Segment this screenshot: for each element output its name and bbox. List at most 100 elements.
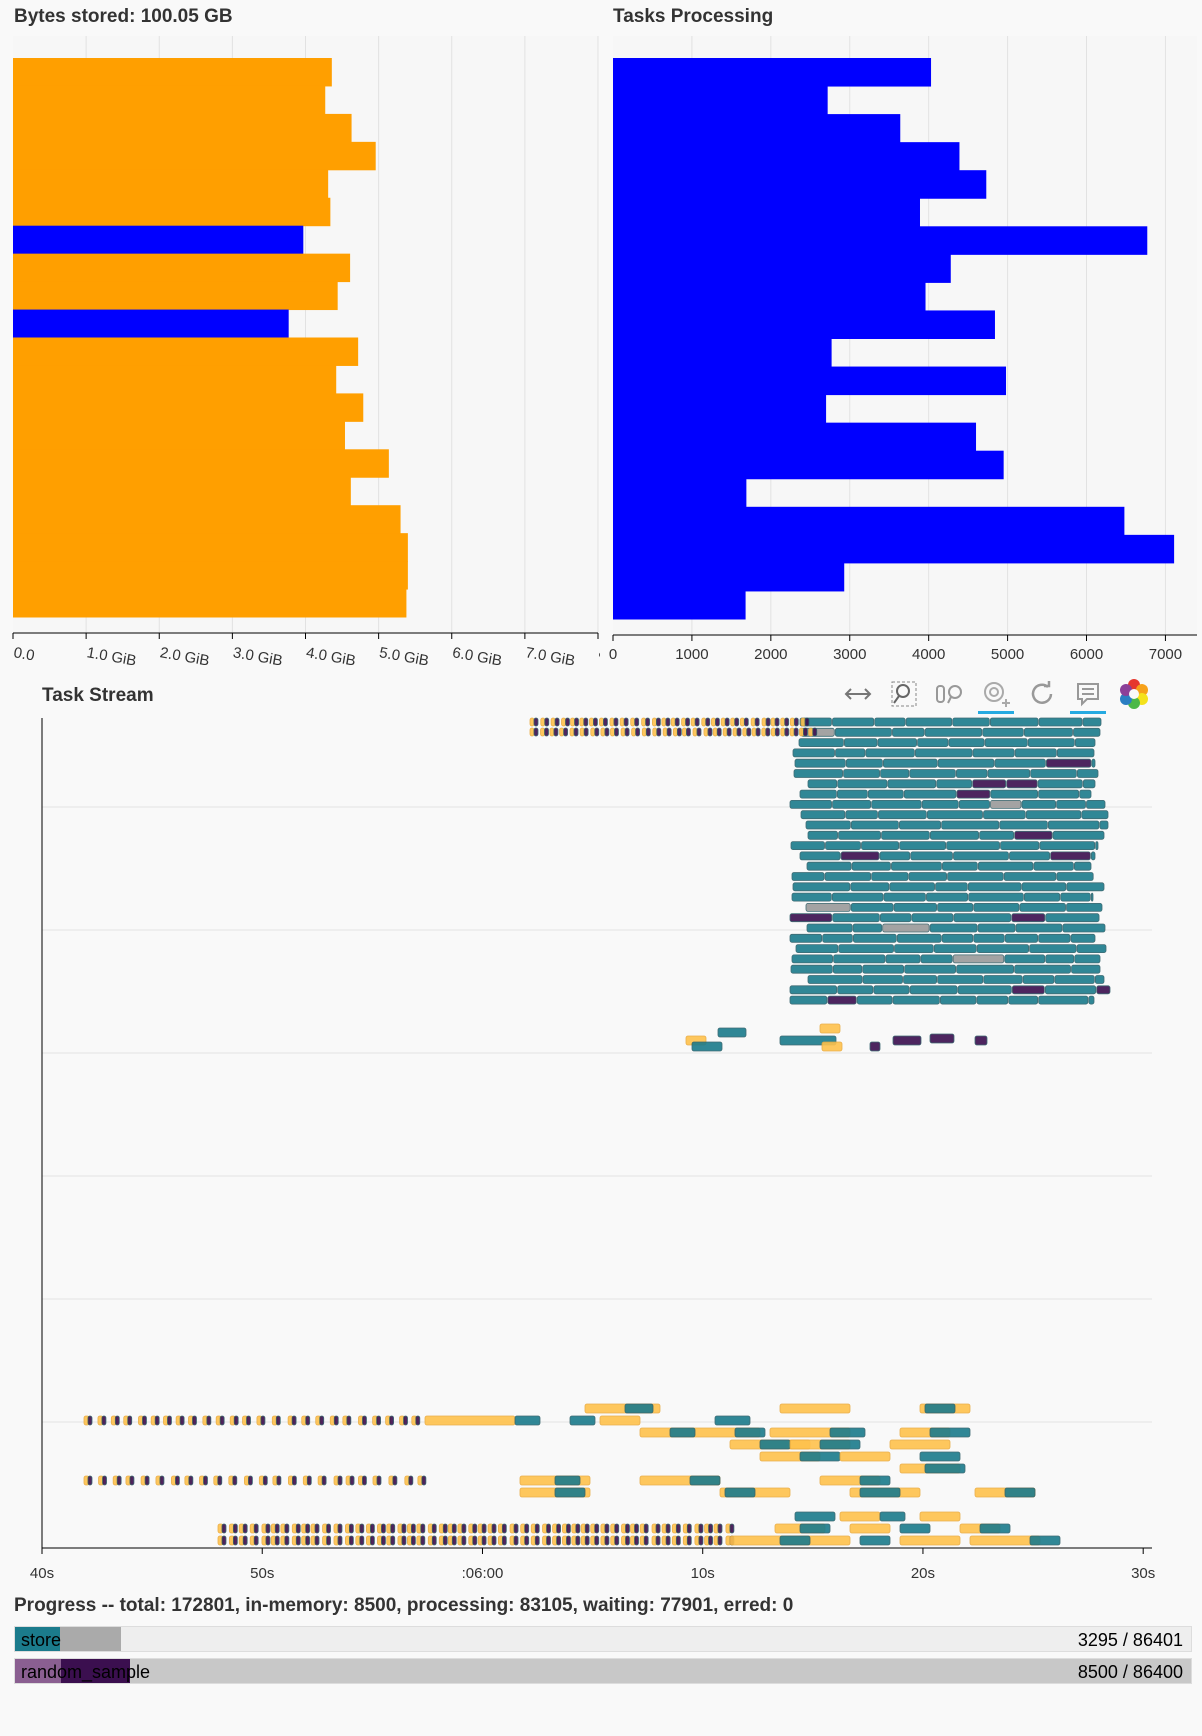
task-random-sample xyxy=(593,717,598,727)
task-random-sample xyxy=(736,727,742,737)
task-store xyxy=(1045,758,1092,768)
task-store xyxy=(834,727,892,737)
hover-icon[interactable] xyxy=(1070,676,1106,714)
x-tick-label: 6.0 GiB xyxy=(451,644,503,669)
progress-bar-store[interactable]: store 3295 / 86401 xyxy=(14,1626,1192,1652)
task-random-sample xyxy=(451,1523,457,1534)
task-store xyxy=(982,727,1024,737)
task-transfer xyxy=(641,727,647,737)
task-transfer xyxy=(750,717,756,727)
zoom-in-icon[interactable] xyxy=(978,676,1014,714)
task-transfer xyxy=(720,717,726,727)
task-random-sample xyxy=(534,1535,540,1546)
task-store xyxy=(831,892,884,902)
task-random-sample xyxy=(665,1523,671,1534)
task-store xyxy=(791,892,832,902)
x-tick-label: 40s xyxy=(30,1565,54,1582)
task-transfer xyxy=(701,717,707,727)
task-transfer xyxy=(789,717,795,727)
task-random-sample xyxy=(472,1535,478,1546)
task-store xyxy=(1081,810,1109,820)
task-scattered xyxy=(892,1035,922,1046)
task-random-sample xyxy=(159,1475,165,1486)
wheel-zoom-icon[interactable] xyxy=(932,676,968,712)
progress-bar-random-sample[interactable]: random_sample 8500 / 86400 xyxy=(14,1658,1192,1684)
task-store xyxy=(1079,789,1092,799)
bar xyxy=(613,58,932,87)
task-store xyxy=(946,841,1000,851)
task-random-sample xyxy=(461,1535,467,1546)
bytes-stored-title: Bytes stored: 100.05 GB xyxy=(14,6,233,27)
task-store xyxy=(845,810,878,820)
task-store xyxy=(792,882,851,892)
task-random-sample xyxy=(390,1535,396,1546)
task-random-sample xyxy=(362,1475,367,1486)
task-random-sample xyxy=(346,1415,352,1426)
task-random-sample xyxy=(248,1475,253,1486)
task-store xyxy=(806,861,852,871)
task-random-sample xyxy=(604,727,610,737)
task-lower xyxy=(839,1451,891,1462)
task-random-sample xyxy=(584,1523,590,1534)
task-lower xyxy=(794,1511,836,1522)
progress-count: 3295 / 86401 xyxy=(1077,1630,1183,1650)
task-store xyxy=(852,933,897,943)
task-store xyxy=(1027,738,1075,748)
task-transfer xyxy=(619,717,625,727)
task-store xyxy=(972,748,1015,758)
task-transfer xyxy=(609,717,615,727)
tasks-processing-chart[interactable]: 0 1000 2000 3000 4000 5000 6000 7000 xyxy=(600,30,1202,680)
task-store xyxy=(1008,995,1039,1005)
bytes-stored-chart[interactable]: 0.0 1.0 GiB 2.0 GiB 3.0 GiB 4.0 GiB 5.0 GiB 6.… xyxy=(0,30,600,680)
x-tick-label: 0 xyxy=(609,646,617,663)
x-tick-label: 8 xyxy=(597,644,600,662)
task-random-sample xyxy=(765,717,771,727)
task-transfer xyxy=(549,727,555,737)
reset-icon[interactable] xyxy=(1024,676,1060,712)
bar xyxy=(13,225,304,255)
x-tick-label: :06:00 xyxy=(462,1565,504,1582)
task-random-sample xyxy=(754,717,760,727)
task-random-sample xyxy=(472,1523,478,1534)
task-random-sample xyxy=(219,1415,225,1426)
task-store xyxy=(850,902,894,912)
task-store xyxy=(835,748,866,758)
pan-horizontal-icon[interactable] xyxy=(840,676,876,712)
bar xyxy=(613,338,832,368)
task-random-sample xyxy=(348,1523,354,1534)
task-transfer xyxy=(540,727,545,737)
task-transfer xyxy=(712,727,718,737)
task-lower xyxy=(624,1403,654,1414)
task-store xyxy=(1045,954,1075,964)
task-stream-chart[interactable]: 40s 50s:06:00 10s 20s 30s xyxy=(0,712,1202,1592)
task-random-sample xyxy=(314,1535,320,1546)
task-store xyxy=(862,964,905,974)
bar xyxy=(613,478,747,508)
task-random-sample xyxy=(566,1523,571,1534)
task-store xyxy=(917,738,949,748)
task-lower xyxy=(1029,1535,1061,1546)
task-lower xyxy=(859,1535,891,1546)
task-store xyxy=(889,882,935,892)
x-tick-label: 50s xyxy=(250,1565,274,1582)
task-random-sample xyxy=(87,1475,93,1486)
bar xyxy=(613,310,995,339)
box-zoom-icon[interactable] xyxy=(886,676,922,712)
bokeh-logo-icon[interactable] xyxy=(1116,676,1152,712)
task-store xyxy=(874,717,906,727)
task-random-sample xyxy=(376,1475,382,1486)
task-random-sample xyxy=(101,1415,107,1426)
task-random-sample xyxy=(614,1523,620,1534)
task-store xyxy=(1038,717,1083,727)
task-store xyxy=(865,748,915,758)
task-store xyxy=(903,789,957,799)
task-random-sample xyxy=(376,1415,382,1426)
task-random-sample xyxy=(655,1535,661,1546)
task-transfer xyxy=(570,717,575,727)
task-store xyxy=(867,789,904,799)
task-store xyxy=(976,944,1030,954)
task-store xyxy=(861,841,900,851)
task-store xyxy=(1047,820,1100,830)
bar xyxy=(613,450,1004,480)
task-random-sample xyxy=(253,1523,259,1534)
